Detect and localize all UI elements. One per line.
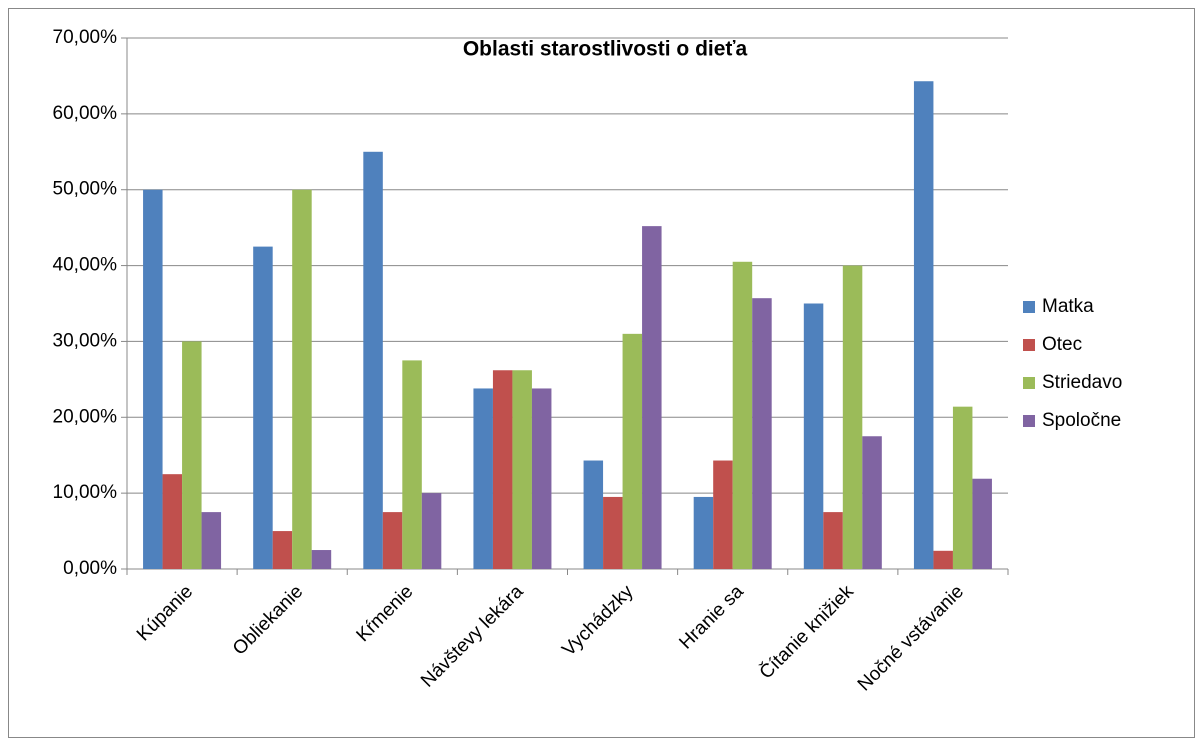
legend-swatch [1023, 339, 1035, 351]
y-tick-label: 70,00% [53, 27, 118, 48]
bar [752, 298, 772, 569]
bar [862, 436, 882, 569]
legend-swatch [1023, 377, 1035, 389]
legend-swatch [1023, 415, 1035, 427]
legend-swatch [1023, 301, 1035, 313]
bar [143, 189, 163, 569]
bar [473, 388, 493, 569]
bar [583, 460, 604, 569]
legend-label: Spoločne [1042, 410, 1121, 431]
bar [382, 512, 403, 569]
bar [693, 496, 714, 569]
bar [952, 406, 973, 569]
bar [253, 246, 273, 569]
legend-label: Otec [1042, 334, 1082, 355]
bar [311, 550, 332, 569]
y-tick-label: 60,00% [53, 103, 118, 124]
y-tick-label: 0,00% [63, 558, 117, 579]
y-tick-label: 20,00% [53, 406, 118, 427]
chart-title: Oblasti starostlivosti o dieťa [463, 38, 748, 61]
bar [201, 512, 222, 569]
bar [732, 261, 753, 569]
bar [182, 341, 202, 569]
legend-label: Striedavo [1042, 372, 1122, 393]
bar [272, 531, 293, 569]
bar [292, 189, 312, 569]
bar [933, 550, 953, 569]
bar [803, 303, 824, 569]
bar [913, 81, 934, 569]
bar [842, 265, 863, 569]
chart-border [8, 8, 1195, 738]
bar [531, 388, 552, 569]
bar [492, 370, 513, 569]
bar [603, 496, 623, 569]
bar [642, 226, 662, 569]
bar [622, 333, 643, 569]
bar [713, 460, 733, 569]
y-tick-label: 10,00% [53, 482, 118, 503]
bar [162, 474, 183, 569]
bar [402, 360, 422, 569]
bar [823, 512, 843, 569]
bar [421, 493, 442, 569]
legend-label: Matka [1042, 296, 1094, 317]
y-tick-label: 50,00% [53, 179, 118, 200]
bar [363, 151, 383, 570]
y-tick-label: 40,00% [53, 255, 118, 276]
bar [972, 478, 992, 569]
y-tick-label: 30,00% [53, 330, 118, 351]
bar [512, 370, 532, 569]
